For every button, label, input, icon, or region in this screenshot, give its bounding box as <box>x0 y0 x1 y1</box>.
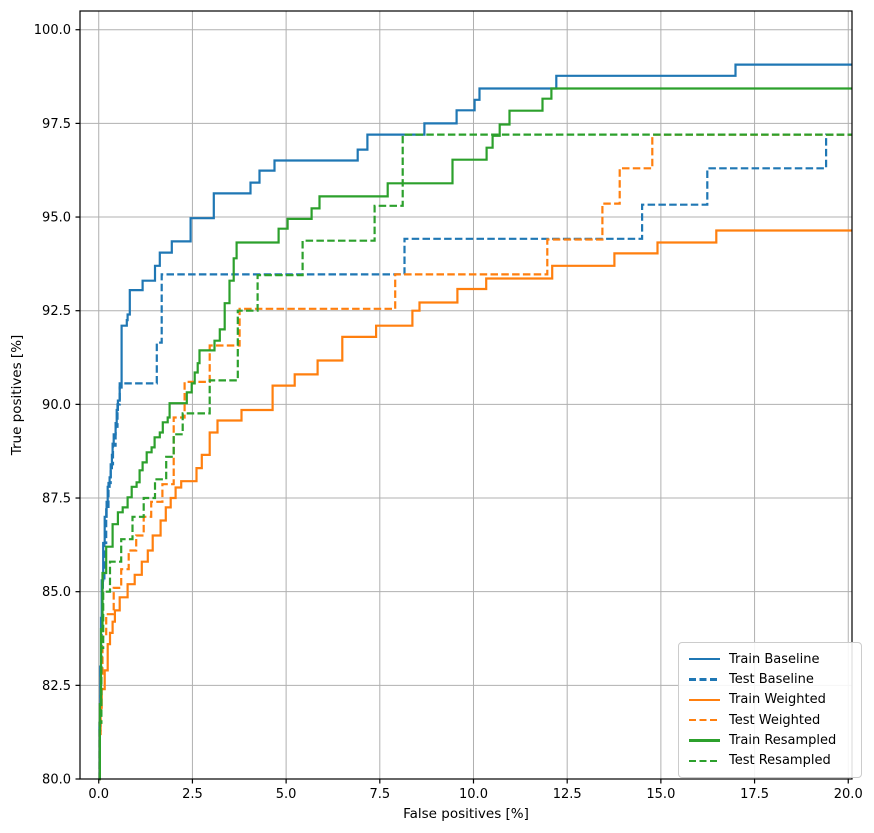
y-tick-label: 100.0 <box>34 23 71 38</box>
y-tick-label: 97.5 <box>42 117 71 132</box>
x-tick-label: 12.5 <box>553 787 582 802</box>
legend-item-train-baseline: Train Baseline <box>689 653 851 666</box>
legend-item-test-resampled: Test Resampled <box>689 754 851 767</box>
x-tick-label: 5.0 <box>276 787 297 802</box>
y-tick-label: 82.5 <box>42 679 71 694</box>
series-line-train-resampled <box>98 87 852 781</box>
x-tick-label: 2.5 <box>182 787 203 802</box>
y-tick-label: 90.0 <box>42 398 71 413</box>
legend-label: Test Weighted <box>729 712 821 728</box>
y-tick-label: 92.5 <box>42 304 71 319</box>
legend-label: Test Resampled <box>729 753 831 769</box>
series-line-test-weighted <box>98 133 852 781</box>
legend-item-test-baseline: Test Baseline <box>689 673 851 686</box>
series-line-train-weighted <box>98 229 852 781</box>
legend-label: Test Baseline <box>729 671 814 687</box>
y-tick-label: 87.5 <box>42 492 71 507</box>
x-tick-label: 17.5 <box>740 787 769 802</box>
legend-label: Train Resampled <box>729 732 837 748</box>
x-tick-label: 10.0 <box>459 787 488 802</box>
legend-line-sample-solid <box>689 739 720 742</box>
legend: Train Baseline Test Baseline Train Weighte… <box>678 642 862 778</box>
legend-label: Train Baseline <box>729 651 820 667</box>
legend-line-sample-dashed <box>689 718 720 722</box>
x-tick-label: 15.0 <box>646 787 675 802</box>
series-line-train-baseline <box>98 63 852 781</box>
axes-spines <box>79 10 853 780</box>
x-axis-label: False positives [%] <box>403 806 529 822</box>
legend-item-train-resampled: Train Resampled <box>689 734 851 747</box>
x-tick-label: 0.0 <box>88 787 109 802</box>
legend-line-sample-solid <box>689 698 720 702</box>
y-axis-label: True positives [%] <box>9 334 25 456</box>
x-tick-label: 20.0 <box>834 787 863 802</box>
legend-item-train-weighted: Train Weighted <box>689 693 851 706</box>
series-line-test-resampled <box>98 133 852 781</box>
y-tick-label: 85.0 <box>42 585 71 600</box>
legend-line-sample-dashed <box>689 678 720 681</box>
legend-line-sample-solid <box>689 657 720 661</box>
y-tick-label: 95.0 <box>42 211 71 226</box>
legend-line-sample-dashed <box>689 759 720 763</box>
x-tick-label: 7.5 <box>369 787 390 802</box>
legend-item-test-weighted: Test Weighted <box>689 714 851 727</box>
legend-label: Train Weighted <box>729 692 826 708</box>
y-tick-label: 80.0 <box>42 773 71 788</box>
